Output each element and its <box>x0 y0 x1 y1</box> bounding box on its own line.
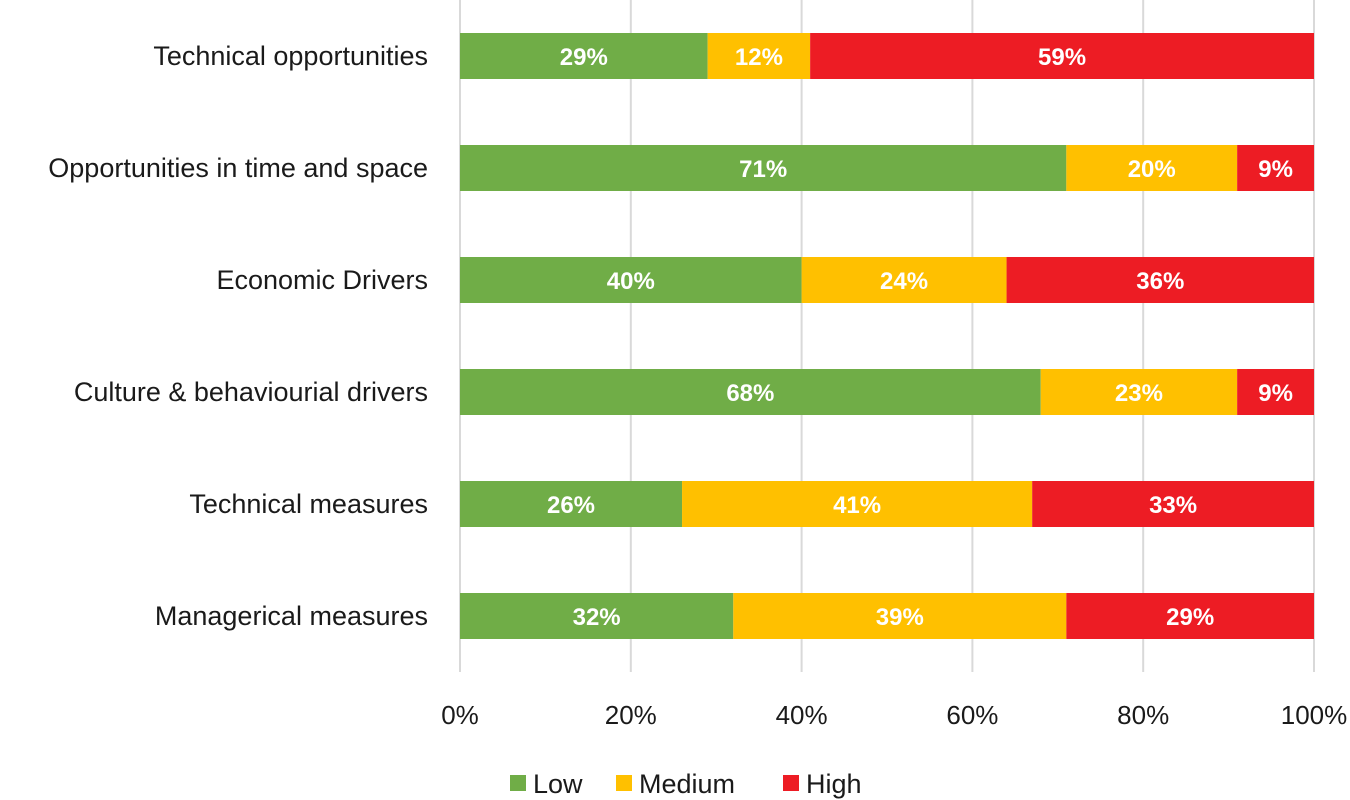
bar-segment-high <box>810 33 1314 79</box>
bar-segment-low <box>460 145 1067 191</box>
legend-label-high: High <box>806 769 862 799</box>
bars: 29% 12% 59% 71% 20% 9% 40% 24% 36% 68% 23% 9% 26% 41%… <box>460 33 1314 639</box>
legend-swatch-low <box>510 775 526 791</box>
legend-swatch-medium <box>616 775 632 791</box>
category-labels: Technical opportunities Opportunities in … <box>48 41 428 631</box>
data-label: 32% <box>573 604 621 631</box>
data-label: 41% <box>833 492 881 519</box>
x-tick-label: 40% <box>776 700 828 730</box>
bar-segment-medium <box>707 33 811 79</box>
data-label: 36% <box>1136 268 1184 295</box>
bar-segment-high <box>1066 593 1314 639</box>
bar-segment-medium <box>733 593 1067 639</box>
data-label: 23% <box>1115 380 1163 407</box>
x-tick-label: 20% <box>605 700 657 730</box>
data-label: 9% <box>1258 380 1293 407</box>
data-label: 68% <box>726 380 774 407</box>
x-tick-label: 80% <box>1117 700 1169 730</box>
bar-segment-low <box>460 593 734 639</box>
data-label: 29% <box>560 44 608 71</box>
data-label: 20% <box>1128 156 1176 183</box>
x-tick-label: 60% <box>946 700 998 730</box>
legend-label-low: Low <box>533 769 583 799</box>
category-label: Culture & behaviourial drivers <box>74 377 428 407</box>
data-label: 40% <box>607 268 655 295</box>
data-label: 29% <box>1166 604 1214 631</box>
gridlines <box>459 0 1315 672</box>
legend-swatch-high <box>783 775 799 791</box>
bar-segment-high <box>1006 257 1314 303</box>
legend-label-medium: Medium <box>639 769 735 799</box>
bar-segment-low <box>460 33 708 79</box>
bar-segment-low <box>460 257 802 303</box>
category-label: Managerical measures <box>155 601 428 631</box>
bar-segment-medium <box>801 257 1007 303</box>
bar-segment-low <box>460 481 683 527</box>
data-label: 9% <box>1258 156 1293 183</box>
x-axis-tick-labels: 0% 20% 40% 60% 80% 100% <box>441 700 1347 730</box>
bar-segment-medium <box>1040 369 1238 415</box>
category-label: Opportunities in time and space <box>48 153 428 183</box>
data-label: 71% <box>739 156 787 183</box>
bar-segment-high <box>1237 145 1314 191</box>
x-tick-label: 100% <box>1281 700 1348 730</box>
data-label: 39% <box>876 604 924 631</box>
bar-segment-medium <box>682 481 1033 527</box>
data-label: 26% <box>547 492 595 519</box>
x-tick-label: 0% <box>441 700 479 730</box>
legend: Low Medium High <box>510 769 862 799</box>
data-label: 59% <box>1038 44 1086 71</box>
category-label: Technical measures <box>189 489 428 519</box>
data-label: 24% <box>880 268 928 295</box>
bar-segment-medium <box>1066 145 1238 191</box>
data-label: 33% <box>1149 492 1197 519</box>
bar-segment-high <box>1032 481 1314 527</box>
category-label: Economic Drivers <box>216 265 428 295</box>
data-label: 12% <box>735 44 783 71</box>
category-label: Technical opportunities <box>153 41 428 71</box>
bar-segment-low <box>460 369 1041 415</box>
bar-segment-high <box>1237 369 1314 415</box>
